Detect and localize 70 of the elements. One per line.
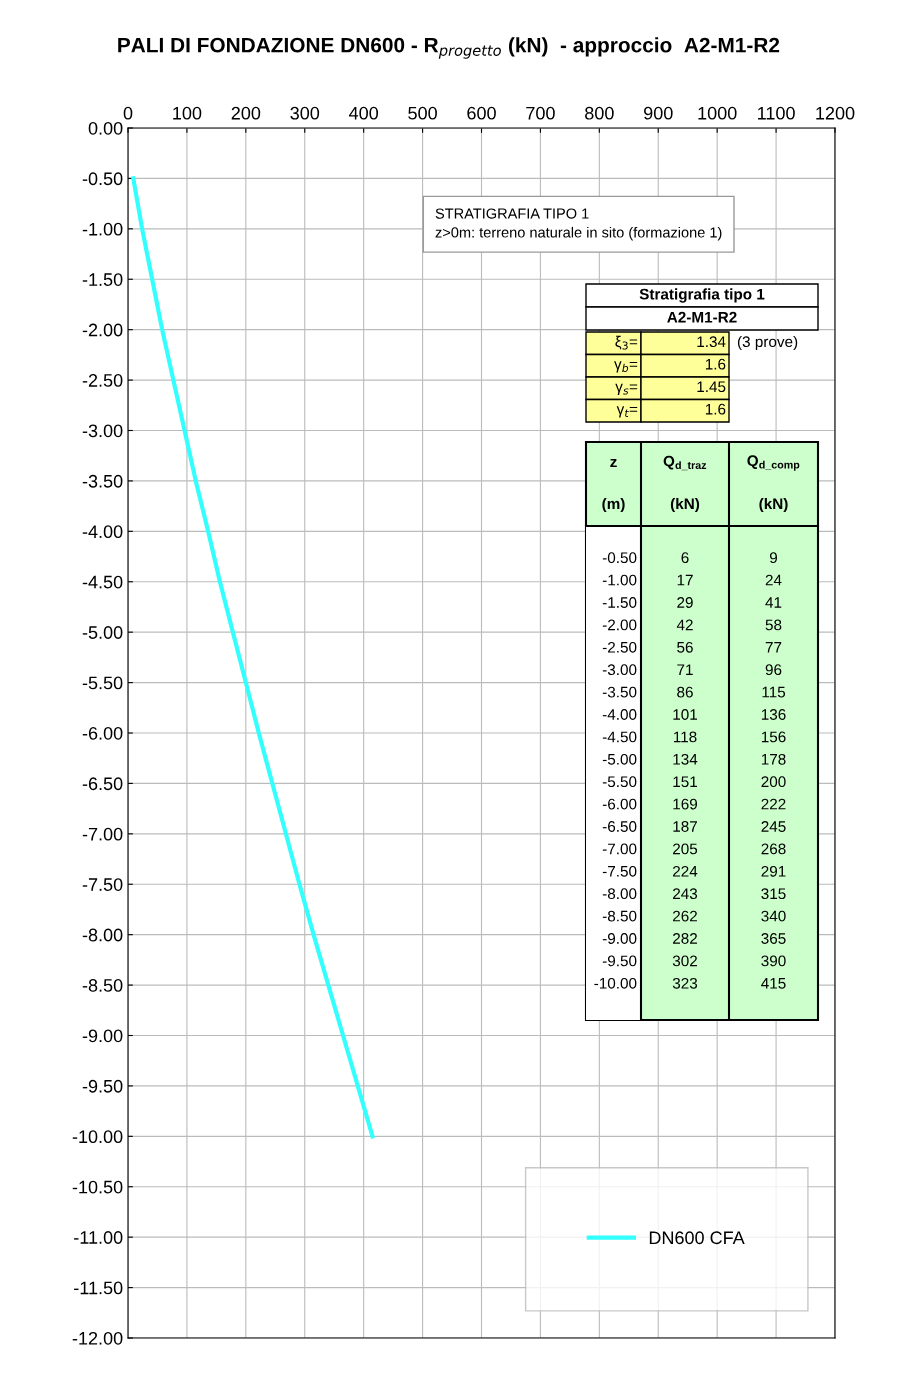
- y-tick-label: -11.00: [74, 1231, 123, 1244]
- y-tick-label: -8.00: [82, 928, 123, 942]
- text: -0.50 6 9: [602, 552, 778, 564]
- text: -3.50 86 115: [602, 686, 786, 698]
- y-tick-label: -3.00: [82, 424, 123, 438]
- y-tick-label: -4.00: [82, 525, 123, 539]
- x-tick-label: 0: [123, 106, 133, 120]
- x-tick-label: 700: [526, 106, 555, 120]
- chart-title: PALI DI FONDAZIONE DN600 - R$_{progetto}$ (kN) - approccio A2-M1-R2: [118, 37, 780, 59]
- text: -3.00 71 96: [602, 664, 782, 676]
- text: -7.00 205 268: [602, 843, 786, 855]
- y-tick-label: -3.50: [82, 474, 123, 488]
- y-tick-label: -8.50: [82, 979, 123, 992]
- text: -6.00 169 222: [602, 798, 786, 810]
- y-tick-label: -6.50: [82, 777, 123, 791]
- y-tick-label: -12.00: [72, 1331, 123, 1345]
- text: γ$_{b}$= 1.6: [614, 358, 726, 373]
- text: -4.00 101 136: [602, 709, 786, 720]
- y-tick-label: -6.00: [82, 726, 123, 740]
- legend-label: DN600 CFA: [649, 1231, 745, 1245]
- text: -2.50 56 77: [602, 641, 782, 653]
- text: -4.50 118 156: [602, 731, 786, 743]
- x-tick-label: 1000: [698, 106, 737, 120]
- x-tick-label: 600: [467, 106, 496, 120]
- y-tick-label: -1.00: [82, 222, 123, 236]
- y-tick-label: -4.50: [82, 575, 123, 589]
- annotation: STRATIGRAFIA TIPO 1 z>0m: terreno naturale in sito (formazione 1): [435, 208, 722, 241]
- x-tick-label: 200: [231, 106, 261, 120]
- y-tick-label: -2.00: [82, 323, 123, 337]
- text: -1.00 17 24: [602, 574, 782, 586]
- y-tick-label: -2.50: [82, 374, 123, 387]
- text: -7.50 224 291: [602, 865, 786, 877]
- y-tick-label: 0.00: [88, 121, 123, 135]
- text: -9.00 282 365: [602, 933, 786, 944]
- x-tick-label: 500: [408, 106, 437, 120]
- y-tick-label: -0.50: [82, 172, 123, 186]
- x-tick-label: 1100: [758, 106, 795, 120]
- text: z Q$_{d_traz}$ Q$_{d_comp}$: [610, 455, 800, 471]
- y-tick-label: -5.00: [82, 626, 123, 639]
- text: -9.50 302 390: [602, 955, 786, 967]
- y-tick-label: -7.00: [82, 827, 123, 841]
- text: -2.00 42 58: [602, 619, 782, 631]
- y-tick-label: -11.50: [74, 1281, 123, 1295]
- text: -8.00 243 315: [602, 888, 786, 900]
- x-tick-label: 800: [585, 106, 614, 120]
- y-tick-label: -10.00: [72, 1130, 123, 1144]
- text: γ$_{s}$= 1.45: [615, 381, 726, 396]
- text: γ$_{t}$= 1.6: [616, 403, 726, 418]
- text: -6.50 187 245: [602, 821, 786, 832]
- annotation: A2-M1-R2: [667, 311, 737, 323]
- text: -1.50 29 41: [602, 597, 782, 608]
- y-tick-label: -9.50: [82, 1079, 123, 1093]
- text: (m) (kN) (kN): [602, 497, 788, 513]
- text: ξ$_{3}$= 1.34 (3 prove): [615, 335, 798, 351]
- x-tick-label: 1200: [816, 106, 855, 120]
- y-tick-label: -9.00: [82, 1029, 123, 1043]
- text: -5.50 151 200: [602, 776, 786, 788]
- text: -8.50 262 340: [602, 910, 786, 922]
- y-tick-label: -7.50: [82, 878, 123, 891]
- y-tick-label: -10.50: [72, 1180, 123, 1194]
- x-tick-label: 300: [290, 106, 320, 120]
- x-tick-label: 400: [349, 106, 379, 120]
- y-tick-label: -5.50: [82, 676, 123, 690]
- text: -5.00 134 178: [602, 753, 786, 765]
- line-series: [131, 176, 375, 1139]
- annotation: Stratigrafia tipo 1: [639, 288, 765, 303]
- x-tick-label: 900: [644, 106, 673, 120]
- y-tick-label: -1.50: [82, 273, 123, 286]
- x-tick-label: 100: [173, 106, 202, 120]
- text: -10.00 323 415: [594, 977, 786, 989]
